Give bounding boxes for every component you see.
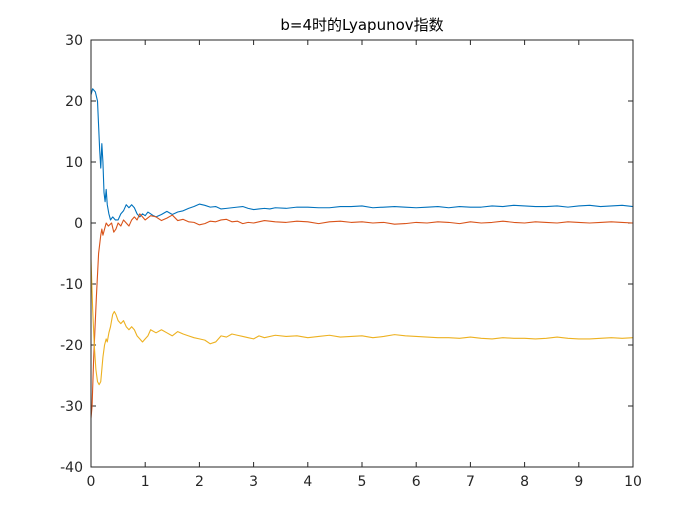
x-tick-label: 3 (249, 474, 258, 490)
y-tick-label: -20 (60, 338, 83, 354)
x-tick-label: 1 (141, 474, 150, 490)
y-tick-label: -30 (60, 399, 83, 415)
x-tick-label: 6 (412, 474, 421, 490)
x-tick-label: 5 (358, 474, 367, 490)
y-tick-label: 0 (74, 216, 83, 232)
series-line-3 (90, 259, 634, 386)
x-tick-label: 9 (574, 474, 583, 490)
plot-area (91, 40, 633, 467)
axes-box (90, 39, 634, 468)
y-tick-labels: -40 -30 -20 -10 0 10 20 30 (60, 33, 83, 476)
series-layer (90, 88, 634, 419)
series-line-1 (90, 88, 634, 221)
series-line-2 (90, 213, 634, 419)
x-tick-label: 0 (87, 474, 96, 490)
y-tick-label: 10 (65, 155, 83, 171)
x-tick-label: 2 (195, 474, 204, 490)
x-tick-label: 4 (303, 474, 312, 490)
chart-title: b=4时的Lyapunov指数 (280, 16, 443, 34)
y-tick-label: 20 (65, 94, 83, 110)
y-tick-label: -40 (60, 460, 83, 476)
x-tick-labels: 0 1 2 3 4 5 6 7 8 9 10 (87, 474, 642, 490)
x-tick-label: 10 (624, 474, 642, 490)
y-tick-label: 30 (65, 33, 83, 49)
y-tick-label: -10 (60, 277, 83, 293)
x-tick-label: 8 (520, 474, 529, 490)
x-tick-label: 7 (466, 474, 475, 490)
